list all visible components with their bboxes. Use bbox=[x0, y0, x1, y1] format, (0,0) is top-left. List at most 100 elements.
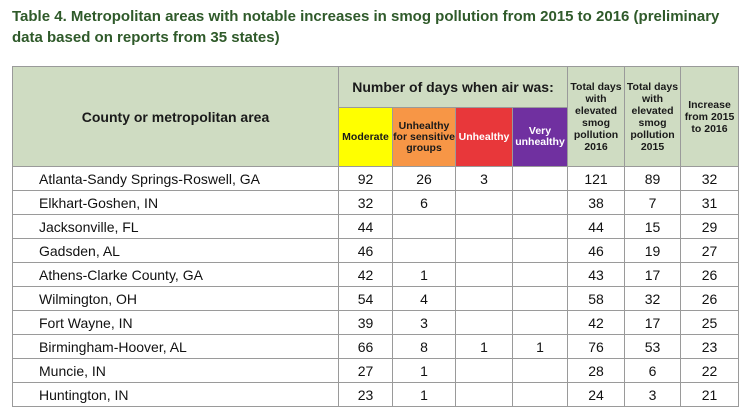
header-row: Moderate Unhealthy for sensitive groups … bbox=[13, 107, 739, 167]
table-row: Elkhart-Goshen, IN 32 6 38 7 31 bbox=[12, 190, 739, 215]
day-count: 26 bbox=[680, 262, 739, 287]
day-count: 4 bbox=[392, 286, 456, 311]
day-count: 15 bbox=[624, 214, 681, 239]
table-row: Muncie, IN 27 1 28 6 22 bbox=[12, 358, 739, 383]
day-count: 29 bbox=[680, 214, 739, 239]
day-count: 24 bbox=[567, 382, 625, 407]
day-count: 92 bbox=[338, 166, 393, 191]
day-count: 53 bbox=[624, 334, 681, 359]
day-count: 8 bbox=[392, 334, 456, 359]
day-count: 44 bbox=[567, 214, 625, 239]
day-count: 32 bbox=[338, 190, 393, 215]
day-count: 1 bbox=[512, 334, 568, 359]
day-count: 7 bbox=[624, 190, 681, 215]
day-count: 27 bbox=[680, 238, 739, 263]
day-count: 31 bbox=[680, 190, 739, 215]
day-count: 1 bbox=[392, 262, 456, 287]
area-name: Gadsden, AL bbox=[12, 238, 339, 263]
day-count bbox=[512, 310, 568, 335]
day-count: 6 bbox=[624, 358, 681, 383]
table-title: Table 4. Metropolitan areas with notable… bbox=[12, 8, 720, 46]
header-cell: Total days with elevated smog pollution … bbox=[567, 66, 625, 167]
day-count: 23 bbox=[680, 334, 739, 359]
day-count bbox=[455, 358, 513, 383]
day-count: 27 bbox=[338, 358, 393, 383]
table-row: Huntington, IN 23 1 24 3 21 bbox=[12, 382, 739, 407]
table-row: Gadsden, AL 46 46 19 27 bbox=[12, 238, 739, 263]
area-name: Elkhart-Goshen, IN bbox=[12, 190, 339, 215]
table-header: County or metropolitan area Number of da… bbox=[12, 66, 739, 167]
day-count: 17 bbox=[624, 262, 681, 287]
day-count: 19 bbox=[624, 238, 681, 263]
day-count bbox=[512, 382, 568, 407]
area-name: Athens-Clarke County, GA bbox=[12, 262, 339, 287]
day-count: 6 bbox=[392, 190, 456, 215]
area-name: Jacksonville, FL bbox=[12, 214, 339, 239]
day-count bbox=[512, 358, 568, 383]
day-count: 32 bbox=[624, 286, 681, 311]
day-count: 26 bbox=[680, 286, 739, 311]
day-count bbox=[512, 286, 568, 311]
day-count: 66 bbox=[338, 334, 393, 359]
day-count: 76 bbox=[567, 334, 625, 359]
day-count: 23 bbox=[338, 382, 393, 407]
day-count bbox=[455, 262, 513, 287]
table-body: Atlanta-Sandy Springs-Roswell, GA 92 26 3 12… bbox=[12, 166, 739, 407]
day-count: 42 bbox=[338, 262, 393, 287]
day-count bbox=[512, 262, 568, 287]
day-count: 17 bbox=[624, 310, 681, 335]
day-count: 25 bbox=[680, 310, 739, 335]
day-count: 3 bbox=[624, 382, 681, 407]
day-count: 89 bbox=[624, 166, 681, 191]
day-count bbox=[512, 214, 568, 239]
day-count: 1 bbox=[392, 358, 456, 383]
day-count: 42 bbox=[567, 310, 625, 335]
header-cell: Unhealthy for sensitive groups bbox=[392, 107, 456, 167]
day-count: 46 bbox=[567, 238, 625, 263]
header-cell: Moderate bbox=[338, 107, 393, 167]
table-row: Athens-Clarke County, GA 42 1 43 17 26 bbox=[12, 262, 739, 287]
header-cell: Unhealthy bbox=[455, 107, 513, 167]
header-cell: Increase from 2015 to 2016 bbox=[680, 66, 739, 167]
table-row: Jacksonville, FL 44 44 15 29 bbox=[12, 214, 739, 239]
day-count: 26 bbox=[392, 166, 456, 191]
area-name: Muncie, IN bbox=[12, 358, 339, 383]
day-count: 1 bbox=[455, 334, 513, 359]
table-row: Wilmington, OH 54 4 58 32 26 bbox=[12, 286, 739, 311]
day-count: 46 bbox=[338, 238, 393, 263]
header-cell: Number of days when air was: bbox=[338, 66, 568, 108]
header-cell: Total days with elevated smog pollution … bbox=[624, 66, 681, 167]
area-name: Atlanta-Sandy Springs-Roswell, GA bbox=[12, 166, 339, 191]
day-count bbox=[512, 238, 568, 263]
day-count bbox=[455, 190, 513, 215]
header-row: County or metropolitan area Number of da… bbox=[12, 66, 739, 167]
day-count: 44 bbox=[338, 214, 393, 239]
day-count bbox=[392, 238, 456, 263]
day-count bbox=[512, 166, 568, 191]
header-cell: County or metropolitan area bbox=[12, 66, 339, 167]
table-row: Birmingham-Hoover, AL 66 8 1 1 76 53 23 bbox=[12, 334, 739, 359]
day-count bbox=[512, 190, 568, 215]
day-count bbox=[455, 238, 513, 263]
day-count: 22 bbox=[680, 358, 739, 383]
table-row: Fort Wayne, IN 39 3 42 17 25 bbox=[12, 310, 739, 335]
day-count: 121 bbox=[567, 166, 625, 191]
day-count: 43 bbox=[567, 262, 625, 287]
day-count: 38 bbox=[567, 190, 625, 215]
header-cell: Very unhealthy bbox=[512, 107, 568, 167]
day-count: 1 bbox=[392, 382, 456, 407]
day-count: 28 bbox=[567, 358, 625, 383]
day-count bbox=[455, 286, 513, 311]
data-table: County or metropolitan area Number of da… bbox=[12, 66, 739, 407]
day-count: 32 bbox=[680, 166, 739, 191]
table-row: Atlanta-Sandy Springs-Roswell, GA 92 26 3 12… bbox=[12, 166, 739, 191]
day-count: 21 bbox=[680, 382, 739, 407]
day-count bbox=[392, 214, 456, 239]
day-count bbox=[455, 310, 513, 335]
area-name: Huntington, IN bbox=[12, 382, 339, 407]
day-count bbox=[455, 214, 513, 239]
area-name: Fort Wayne, IN bbox=[12, 310, 339, 335]
area-name: Birmingham-Hoover, AL bbox=[12, 334, 339, 359]
day-count: 3 bbox=[392, 310, 456, 335]
